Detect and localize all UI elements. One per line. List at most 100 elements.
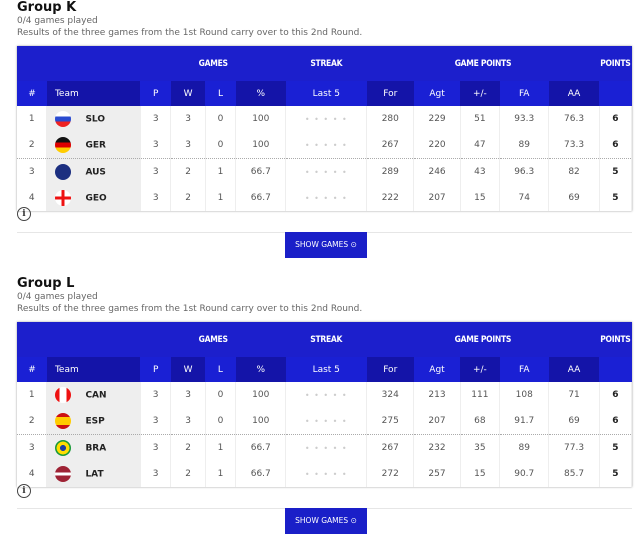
- team-cell[interactable]: GEO: [46, 185, 141, 211]
- team-cell[interactable]: AUS: [46, 158, 141, 185]
- played: 3: [140, 434, 172, 461]
- col-for[interactable]: For: [366, 81, 414, 106]
- avg-against: 71: [548, 382, 600, 408]
- table-row[interactable]: 1 SLO 3 3 0 100 • • • • • 280 229 51 93.…: [17, 106, 633, 132]
- points-against: 207: [413, 408, 461, 435]
- played: 3: [140, 106, 172, 132]
- points-for: 275: [366, 408, 415, 435]
- col-p[interactable]: P: [140, 357, 171, 382]
- games-played: 0/4 games played: [17, 16, 98, 26]
- col-team[interactable]: Team: [46, 81, 141, 106]
- rank: 1: [17, 382, 48, 408]
- info-icon[interactable]: i: [17, 484, 31, 498]
- team-cell[interactable]: CAN: [46, 382, 141, 408]
- header-game-points[interactable]: GAME POINTS: [366, 46, 600, 81]
- col-pct[interactable]: %: [235, 357, 286, 382]
- table-row[interactable]: 3 AUS 3 2 1 66.7 • • • • • 289 246 43 96…: [17, 158, 633, 185]
- avg-for: 90.7: [499, 461, 550, 487]
- wins: 2: [170, 461, 206, 487]
- col-for[interactable]: For: [366, 357, 414, 382]
- header-points[interactable]: POINTS: [599, 46, 632, 81]
- table-row[interactable]: 4 GEO 3 2 1 66.7 • • • • • 222 207 15 74…: [17, 185, 633, 211]
- rank: 1: [17, 106, 48, 132]
- show-games-button[interactable]: SHOW GAMES ⊙: [285, 232, 367, 258]
- group-1: Group L 0/4 games played Results of the …: [17, 276, 633, 534]
- played: 3: [140, 461, 172, 487]
- col-w[interactable]: W: [170, 357, 206, 382]
- col-w[interactable]: W: [170, 81, 206, 106]
- info-icon[interactable]: i: [17, 207, 31, 221]
- col-team[interactable]: Team: [46, 357, 141, 382]
- games-played: 0/4 games played: [17, 292, 98, 302]
- points-against: 207: [413, 185, 461, 211]
- col-fa[interactable]: FA: [499, 81, 549, 106]
- header-game-points[interactable]: GAME POINTS: [366, 322, 600, 357]
- losses: 1: [205, 185, 237, 211]
- wins: 2: [170, 434, 206, 461]
- points: 5: [599, 461, 633, 487]
- col-l[interactable]: L: [205, 81, 236, 106]
- streak-dots: • • • • •: [285, 158, 368, 185]
- col-fa[interactable]: FA: [499, 357, 549, 382]
- rank: 2: [17, 132, 48, 159]
- points-for: 324: [366, 382, 415, 408]
- col-p[interactable]: P: [140, 81, 171, 106]
- header-streak[interactable]: STREAK: [285, 322, 367, 357]
- avg-against: 69: [548, 408, 600, 435]
- col-l[interactable]: L: [205, 357, 236, 382]
- show-games-button[interactable]: SHOW GAMES ⊙: [285, 508, 367, 534]
- col-agt[interactable]: Agt: [413, 357, 461, 382]
- streak-dots: • • • • •: [285, 382, 368, 408]
- col-last5[interactable]: Last 5: [285, 357, 367, 382]
- header-streak[interactable]: STREAK: [285, 46, 367, 81]
- streak-dots: • • • • •: [285, 461, 368, 487]
- points-against: 213: [413, 382, 461, 408]
- streak-dots: • • • • •: [285, 408, 368, 435]
- col-diff[interactable]: +/-: [460, 81, 500, 106]
- table-row[interactable]: 3 BRA 3 2 1 66.7 • • • • • 267 232 35 89…: [17, 434, 633, 461]
- losses: 0: [205, 408, 237, 435]
- points-for: 272: [366, 461, 415, 487]
- header-games[interactable]: GAMES: [140, 46, 286, 81]
- losses: 0: [205, 382, 237, 408]
- header-points[interactable]: POINTS: [599, 322, 632, 357]
- col-aa[interactable]: AA: [548, 357, 600, 382]
- col-diff[interactable]: +/-: [460, 357, 500, 382]
- team-cell[interactable]: SLO: [46, 106, 141, 132]
- points-against: 220: [413, 132, 461, 159]
- table-row[interactable]: 2 ESP 3 3 0 100 • • • • • 275 207 68 91.…: [17, 408, 633, 435]
- wins: 3: [170, 106, 206, 132]
- table-row[interactable]: 1 CAN 3 3 0 100 • • • • • 324 213 111 10…: [17, 382, 633, 408]
- losses: 1: [205, 158, 237, 185]
- team-cell[interactable]: BRA: [46, 434, 141, 461]
- group-title: Group K: [17, 0, 77, 15]
- team-cell[interactable]: LAT: [46, 461, 141, 487]
- col-agt[interactable]: Agt: [413, 81, 461, 106]
- played: 3: [140, 185, 172, 211]
- streak-dots: • • • • •: [285, 434, 368, 461]
- points-against: 246: [413, 158, 461, 185]
- table-row[interactable]: 2 GER 3 3 0 100 • • • • • 267 220 47 89 …: [17, 132, 633, 159]
- col-aa[interactable]: AA: [548, 81, 600, 106]
- table-row[interactable]: 4 LAT 3 2 1 66.7 • • • • • 272 257 15 90…: [17, 461, 633, 487]
- col-rank[interactable]: #: [17, 357, 47, 382]
- flag-icon: [55, 111, 72, 127]
- col-last5[interactable]: Last 5: [285, 81, 367, 106]
- col-rank[interactable]: #: [17, 81, 47, 106]
- team-name: ESP: [85, 416, 105, 427]
- win-pct: 66.7: [235, 158, 287, 185]
- avg-for: 89: [499, 434, 550, 461]
- show-games-label: SHOW GAMES: [295, 516, 349, 525]
- rank: 4: [17, 185, 48, 211]
- team-cell[interactable]: ESP: [46, 408, 141, 435]
- points-for: 267: [366, 132, 415, 159]
- group-title: Group L: [17, 276, 75, 291]
- team-cell[interactable]: GER: [46, 132, 141, 159]
- points: 5: [599, 185, 633, 211]
- points: 6: [599, 382, 633, 408]
- col-pct[interactable]: %: [235, 81, 286, 106]
- header-games[interactable]: GAMES: [140, 322, 286, 357]
- win-pct: 100: [235, 132, 287, 159]
- avg-for: 89: [499, 132, 550, 159]
- flag-icon: [55, 137, 72, 153]
